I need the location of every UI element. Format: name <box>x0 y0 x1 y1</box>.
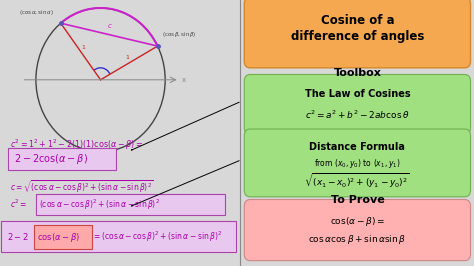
FancyBboxPatch shape <box>34 225 92 249</box>
Text: $c^2 =$: $c^2 =$ <box>9 197 27 210</box>
Text: x: x <box>182 77 186 83</box>
Text: $2-2$: $2-2$ <box>7 231 29 242</box>
FancyBboxPatch shape <box>9 148 116 170</box>
Text: $c^2 = a^2 + b^2 - 2ab\cos\theta$: $c^2 = a^2 + b^2 - 2ab\cos\theta$ <box>305 109 410 121</box>
Text: $c$: $c$ <box>108 22 113 30</box>
Text: Cosine of a
difference of angles: Cosine of a difference of angles <box>291 14 424 43</box>
Text: Distance Formula: Distance Formula <box>310 142 405 152</box>
FancyBboxPatch shape <box>244 200 471 261</box>
Text: $(\cos\beta,\sin\beta)$: $(\cos\beta,\sin\beta)$ <box>163 30 197 39</box>
FancyBboxPatch shape <box>36 194 225 215</box>
Text: $c = \sqrt{(\cos\alpha-\cos\beta)^2+(\sin\alpha-\sin\beta)^2}$: $c = \sqrt{(\cos\alpha-\cos\beta)^2+(\si… <box>9 179 153 196</box>
Text: $(\cos\alpha,\sin\alpha)$: $(\cos\alpha,\sin\alpha)$ <box>19 7 54 16</box>
FancyBboxPatch shape <box>244 129 471 197</box>
FancyBboxPatch shape <box>244 74 471 134</box>
Text: $\cos(\alpha-\beta)$: $\cos(\alpha-\beta)$ <box>37 231 80 243</box>
Text: $\sqrt{(x_1-x_0)^2+(y_1-y_0)^2}$: $\sqrt{(x_1-x_0)^2+(y_1-y_0)^2}$ <box>304 172 410 191</box>
Text: 1: 1 <box>82 45 85 50</box>
Text: from $(x_0, y_0)$ to $(x_1, y_1)$: from $(x_0, y_0)$ to $(x_1, y_1)$ <box>314 157 401 170</box>
Text: $\cos(\alpha-\beta) =$: $\cos(\alpha-\beta) =$ <box>330 215 385 228</box>
Text: 1: 1 <box>125 55 129 60</box>
Text: Toolbox: Toolbox <box>333 68 382 78</box>
Text: $2 - 2\cos(\alpha-\beta)$: $2 - 2\cos(\alpha-\beta)$ <box>14 152 89 166</box>
FancyBboxPatch shape <box>244 0 471 68</box>
Text: $c^2 = 1^2 + 1^2 - 2(1)(1)\cos(\alpha-\beta) =$: $c^2 = 1^2 + 1^2 - 2(1)(1)\cos(\alpha-\b… <box>9 138 143 152</box>
Text: $\cos\alpha\cos\beta + \sin\alpha\sin\beta$: $\cos\alpha\cos\beta + \sin\alpha\sin\be… <box>309 234 406 246</box>
FancyBboxPatch shape <box>1 221 236 252</box>
Text: The Law of Cosines: The Law of Cosines <box>305 89 410 99</box>
Text: $(\cos\alpha-\cos\beta)^2+(\sin\alpha-\sin\beta)^2$: $(\cos\alpha-\cos\beta)^2+(\sin\alpha-\s… <box>39 197 160 212</box>
Text: $= (\cos\alpha-\cos\beta)^2+(\sin\alpha-\sin\beta)^2$: $= (\cos\alpha-\cos\beta)^2+(\sin\alpha-… <box>92 230 222 244</box>
Text: To Prove: To Prove <box>330 195 384 205</box>
